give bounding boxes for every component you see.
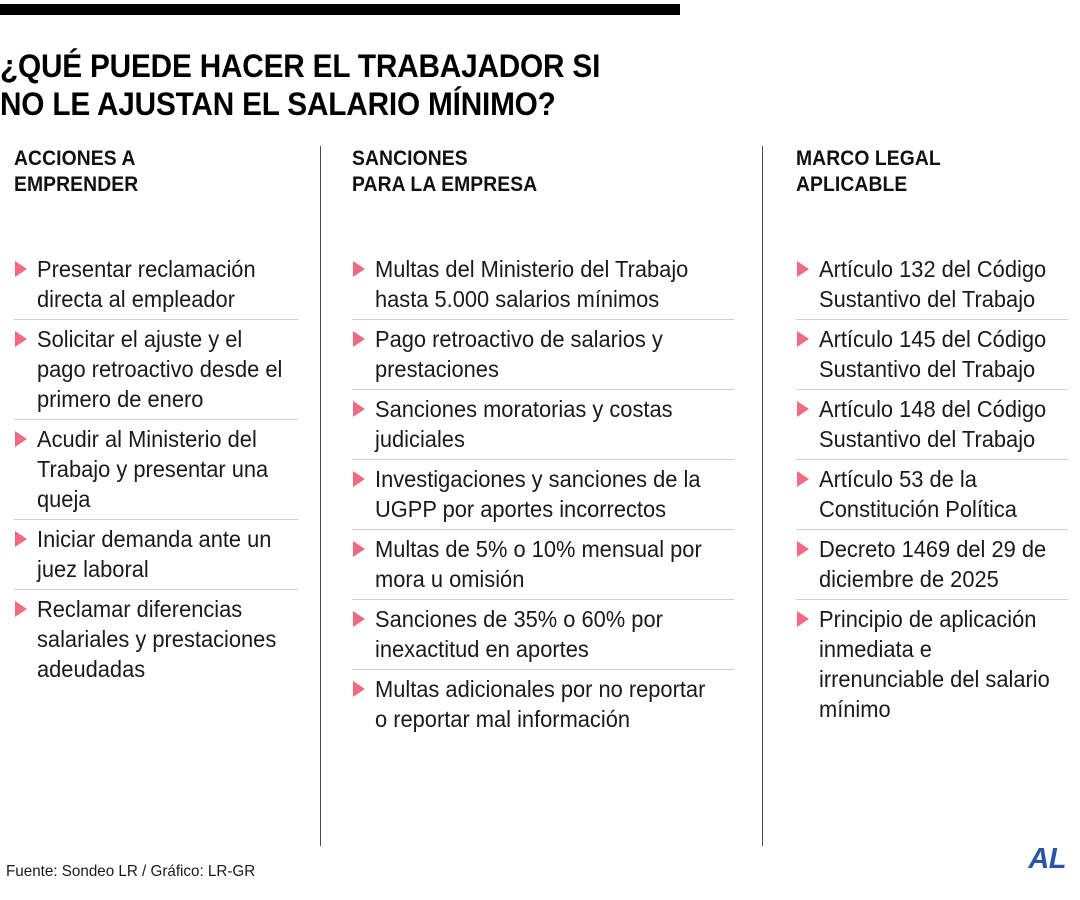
triangle-bullet-icon bbox=[797, 471, 809, 487]
list-item-label: Artículo 53 de la Constitución Política bbox=[819, 466, 1017, 522]
column-header-line-1: SANCIONES bbox=[352, 147, 468, 170]
list-item: Acudir al Ministerio del Trabajo y prese… bbox=[14, 419, 298, 519]
list-item-label: Principio de aplicación inmediata e irre… bbox=[819, 606, 1050, 722]
list-item: Iniciar demanda ante un juez laboral bbox=[14, 519, 298, 589]
triangle-bullet-icon bbox=[353, 541, 365, 557]
list-sanciones-para-la-empresa: Multas del Ministerio del Trabajo hasta … bbox=[352, 250, 734, 739]
list-item-label: Multas adicionales por no reportar o rep… bbox=[375, 676, 706, 732]
triangle-bullet-icon bbox=[353, 331, 365, 347]
list-item: Artículo 148 del Código Sustantivo del T… bbox=[796, 389, 1068, 459]
triangle-bullet-icon bbox=[797, 261, 809, 277]
list-item: Multas adicionales por no reportar o rep… bbox=[352, 669, 734, 739]
source-caption: Fuente: Sondeo LR / Gráfico: LR-GR bbox=[6, 863, 256, 880]
column-header-acciones-a-emprender: ACCIONES A EMPRENDER bbox=[14, 146, 275, 198]
list-item: Multas del Ministerio del Trabajo hasta … bbox=[352, 250, 734, 319]
column-header-line-2: APLICABLE bbox=[796, 173, 908, 196]
list-item: Solicitar el ajuste y el pago retroactiv… bbox=[14, 319, 298, 419]
list-item-label: Pago retroactivo de salarios y prestacio… bbox=[375, 326, 663, 382]
list-item-label: Iniciar demanda ante un juez laboral bbox=[37, 526, 272, 582]
column-acciones-a-emprender: ACCIONES A EMPRENDER Presentar reclamaci… bbox=[0, 146, 320, 689]
list-item: Multas de 5% o 10% mensual por mora u om… bbox=[352, 529, 734, 599]
triangle-bullet-icon bbox=[797, 331, 809, 347]
triangle-bullet-icon bbox=[353, 261, 365, 277]
list-item-label: Multas del Ministerio del Trabajo hasta … bbox=[375, 256, 689, 312]
list-item-label: Reclamar diferencias salariales y presta… bbox=[37, 596, 277, 682]
list-item: Principio de aplicación inmediata e irre… bbox=[796, 599, 1068, 729]
list-item: Sanciones moratorias y costas judiciales bbox=[352, 389, 734, 459]
list-item-label: Sanciones moratorias y costas judiciales bbox=[375, 396, 673, 452]
list-item: Artículo 132 del Código Sustantivo del T… bbox=[796, 250, 1068, 319]
column-marco-legal-aplicable: MARCO LEGAL APLICABLE Artículo 132 del C… bbox=[762, 146, 1080, 729]
list-item-label: Artículo 132 del Código Sustantivo del T… bbox=[819, 256, 1047, 312]
list-item: Decreto 1469 del 29 de diciembre de 2025 bbox=[796, 529, 1068, 599]
triangle-bullet-icon bbox=[353, 611, 365, 627]
triangle-bullet-icon bbox=[353, 471, 365, 487]
column-header-marco-legal-aplicable: MARCO LEGAL APLICABLE bbox=[796, 146, 1046, 198]
list-item: Sanciones de 35% o 60% por inexactitud e… bbox=[352, 599, 734, 669]
triangle-bullet-icon bbox=[797, 401, 809, 417]
column-divider-1 bbox=[320, 146, 321, 846]
list-item-label: Solicitar el ajuste y el pago retroactiv… bbox=[37, 326, 283, 412]
list-item-label: Sanciones de 35% o 60% por inexactitud e… bbox=[375, 606, 663, 662]
triangle-bullet-icon bbox=[797, 541, 809, 557]
list-item: Pago retroactivo de salarios y prestacio… bbox=[352, 319, 734, 389]
page-title: ¿QUÉ PUEDE HACER EL TRABAJADOR SI NO LE … bbox=[0, 47, 651, 123]
list-item-label: Decreto 1469 del 29 de diciembre de 2025 bbox=[819, 536, 1047, 592]
list-item-label: Artículo 148 del Código Sustantivo del T… bbox=[819, 396, 1047, 452]
triangle-bullet-icon bbox=[15, 601, 27, 617]
triangle-bullet-icon bbox=[15, 431, 27, 447]
triangle-bullet-icon bbox=[15, 531, 27, 547]
triangle-bullet-icon bbox=[353, 681, 365, 697]
triangle-bullet-icon bbox=[797, 611, 809, 627]
columns-container: ACCIONES A EMPRENDER Presentar reclamaci… bbox=[0, 146, 1080, 846]
list-item-label: Acudir al Ministerio del Trabajo y prese… bbox=[37, 426, 269, 512]
list-item: Artículo 53 de la Constitución Política bbox=[796, 459, 1068, 529]
list-item: Artículo 145 del Código Sustantivo del T… bbox=[796, 319, 1068, 389]
list-item: Reclamar diferencias salariales y presta… bbox=[14, 589, 298, 689]
column-header-line-2: EMPRENDER bbox=[14, 173, 139, 196]
column-header-line-1: ACCIONES A bbox=[14, 147, 136, 170]
list-item-label: Investigaciones y sanciones de la UGPP p… bbox=[375, 466, 701, 522]
triangle-bullet-icon bbox=[15, 261, 27, 277]
list-item: Presentar reclamación directa al emplead… bbox=[14, 250, 298, 319]
list-item-label: Artículo 145 del Código Sustantivo del T… bbox=[819, 326, 1047, 382]
list-item: Investigaciones y sanciones de la UGPP p… bbox=[352, 459, 734, 529]
column-header-line-2: PARA LA EMPRESA bbox=[352, 173, 538, 196]
triangle-bullet-icon bbox=[15, 331, 27, 347]
top-rule bbox=[0, 4, 680, 15]
al-logo: AL bbox=[1028, 843, 1066, 875]
page-title-line-1: ¿QUÉ PUEDE HACER EL TRABAJADOR SI bbox=[0, 48, 601, 85]
column-header-line-1: MARCO LEGAL bbox=[796, 147, 941, 170]
column-divider-2 bbox=[762, 146, 763, 846]
page-title-line-2: NO LE AJUSTAN EL SALARIO MÍNIMO? bbox=[0, 86, 556, 123]
column-sanciones-para-la-empresa: SANCIONES PARA LA EMPRESA Multas del Min… bbox=[320, 146, 762, 739]
list-marco-legal-aplicable: Artículo 132 del Código Sustantivo del T… bbox=[796, 250, 1068, 729]
list-item-label: Multas de 5% o 10% mensual por mora u om… bbox=[375, 536, 702, 592]
triangle-bullet-icon bbox=[353, 401, 365, 417]
list-item-label: Presentar reclamación directa al emplead… bbox=[37, 256, 256, 312]
list-acciones-a-emprender: Presentar reclamación directa al emplead… bbox=[14, 250, 298, 689]
column-header-sanciones-para-la-empresa: SANCIONES PARA LA EMPRESA bbox=[352, 146, 703, 198]
